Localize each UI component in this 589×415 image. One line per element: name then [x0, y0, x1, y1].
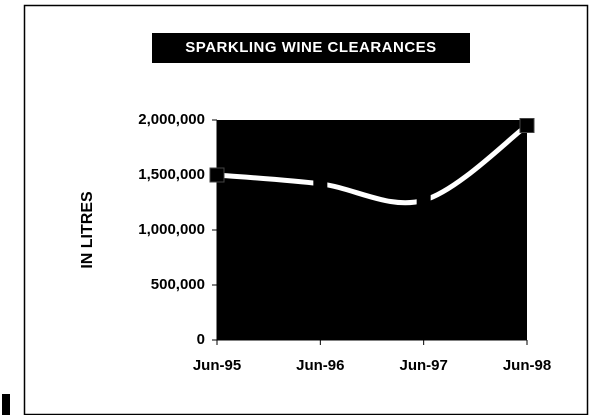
x-tick-label: Jun-96	[296, 357, 344, 374]
y-axis-title: IN LITRES	[79, 191, 96, 269]
chart-title: SPARKLING WINE CLEARANCES	[185, 39, 436, 56]
marker	[416, 193, 431, 208]
x-tick-label: Jun-95	[193, 357, 241, 374]
title-box	[152, 33, 470, 63]
line	[216, 123, 529, 206]
plot-area	[217, 120, 527, 340]
marker	[313, 176, 328, 191]
x-tick-label: Jun-97	[399, 357, 447, 374]
edge-mark	[2, 394, 10, 415]
y-tick-label: 2,000,000	[138, 111, 205, 128]
y-tick-label: 1,000,000	[138, 221, 205, 238]
y-tick-label: 0	[197, 331, 205, 348]
y-tick-label: 500,000	[151, 276, 205, 293]
marker	[209, 167, 225, 183]
y-tick-label: 1,500,000	[138, 166, 205, 183]
x-tick-label: Jun-98	[503, 357, 551, 374]
marker	[519, 118, 535, 133]
